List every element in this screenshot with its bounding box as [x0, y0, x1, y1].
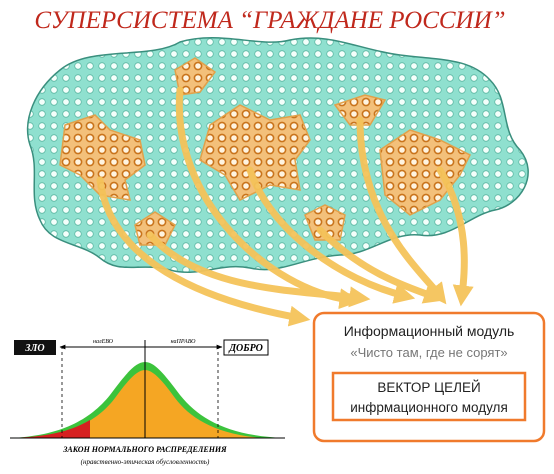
distribution [10, 339, 285, 439]
title: СУПЕРСИСТЕМА “ГРАЖДАНЕ РОССИИ” [34, 7, 505, 34]
vector-title: ВЕКТОР ЦЕЛЕЙ [377, 380, 480, 395]
left-direction: налЕВО [93, 339, 114, 345]
right-label: ДОБРО [228, 343, 263, 354]
info-title: Информационный модуль [344, 323, 515, 339]
info-quote: «Чисто там, где не сорят» [350, 345, 507, 360]
clusters [59, 57, 472, 246]
caption: ЗАКОН НОРМАЛЬНОГО РАСПРЕДЕЛЕНИЯ [62, 445, 227, 454]
arrows [96, 86, 474, 327]
vector-box [331, 371, 527, 422]
right-direction: наПРАВО [171, 339, 196, 345]
vector-subtitle: инфрмационного модуля [350, 400, 508, 415]
left-label: ЗЛО [24, 343, 44, 354]
subcaption: (нравственно-этическая обусловленность) [81, 458, 210, 466]
